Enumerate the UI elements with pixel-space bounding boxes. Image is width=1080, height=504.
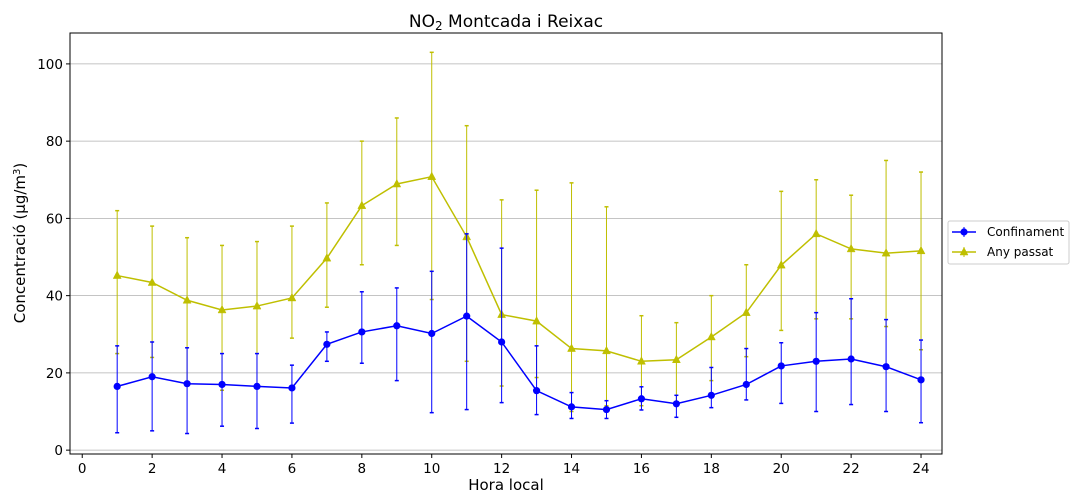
series-layer — [112, 51, 926, 435]
series-any-passat — [112, 51, 926, 413]
data-point — [498, 338, 506, 346]
data-point — [253, 382, 261, 391]
y-tick-label: 0 — [54, 443, 63, 459]
data-point — [147, 277, 157, 286]
x-tick-label: 18 — [703, 461, 720, 477]
data-point — [847, 355, 855, 363]
x-tick-label: 16 — [633, 461, 650, 477]
data-point — [812, 357, 820, 365]
data-point — [532, 316, 541, 325]
y-tick-label: 100 — [37, 57, 63, 73]
data-point — [287, 292, 297, 302]
series-line — [116, 315, 922, 411]
legend-label: Confinament — [987, 225, 1065, 239]
data-point — [218, 380, 226, 389]
data-point — [637, 395, 646, 403]
x-tick-label: 22 — [843, 461, 860, 477]
data-point — [602, 405, 611, 414]
data-point — [532, 387, 541, 395]
x-tick-label: 12 — [493, 461, 510, 477]
y-axis-ticks: 0 20 40 60 80 100 — [37, 57, 70, 459]
data-point — [112, 270, 122, 279]
legend-box — [947, 220, 1070, 265]
data-point — [917, 376, 925, 384]
data-point — [427, 171, 437, 180]
y-tick-label: 40 — [46, 289, 63, 305]
data-point — [252, 301, 262, 310]
chart-title: NO2 Montcada i Reixac — [409, 12, 603, 33]
data-point — [671, 354, 681, 364]
series-line — [117, 175, 922, 363]
y-tick-label: 20 — [46, 366, 63, 382]
x-tick-label: 14 — [563, 461, 580, 477]
data-point — [706, 331, 716, 341]
data-point — [776, 260, 786, 269]
plot-area — [70, 33, 942, 454]
data-point — [567, 403, 576, 411]
y-tick-label: 80 — [46, 134, 63, 150]
x-tick-label: 20 — [773, 461, 790, 477]
data-point — [742, 380, 750, 389]
data-point — [882, 363, 890, 371]
legend-item-any-passat: Any passat — [952, 245, 1054, 259]
x-axis-ticks: 0 2 4 6 8 10 12 14 16 18 20 22 24 — [78, 454, 930, 477]
data-point — [393, 322, 401, 330]
data-point — [881, 248, 891, 257]
legend: Confinament Any passat — [947, 220, 1070, 265]
data-point — [392, 178, 402, 188]
data-point — [357, 200, 367, 209]
data-point — [846, 243, 856, 253]
x-tick-label: 24 — [912, 461, 929, 477]
data-point — [113, 382, 121, 391]
data-point — [148, 373, 156, 381]
data-point — [637, 356, 646, 365]
y-tick-label: 60 — [46, 211, 63, 227]
data-point — [358, 328, 366, 336]
x-axis-label: Hora local — [468, 476, 544, 494]
data-point — [602, 345, 611, 355]
data-point — [428, 329, 436, 338]
data-point — [672, 400, 680, 408]
y-axis-label: Concentració (μg/m3) — [11, 163, 29, 324]
plot-frame — [69, 32, 943, 455]
grid-lines — [70, 63, 942, 451]
series-confinament — [113, 233, 925, 435]
data-point — [322, 253, 332, 262]
data-point — [777, 362, 785, 370]
data-point — [463, 312, 471, 320]
legend-item-confinament: Confinament — [952, 225, 1065, 239]
x-tick-label: 6 — [288, 461, 297, 477]
data-point — [707, 391, 715, 399]
legend-marker — [960, 228, 968, 236]
x-tick-label: 0 — [78, 461, 87, 477]
data-point — [183, 380, 191, 388]
x-tick-label: 10 — [423, 461, 440, 477]
data-point — [288, 384, 296, 392]
data-point — [567, 343, 576, 352]
x-tick-label: 4 — [218, 461, 227, 477]
data-point — [811, 228, 821, 238]
x-tick-label: 2 — [148, 461, 157, 477]
data-point — [182, 295, 192, 304]
data-point — [323, 340, 331, 348]
x-tick-label: 8 — [358, 461, 367, 477]
data-point — [741, 307, 751, 316]
legend-label: Any passat — [987, 245, 1054, 259]
data-point — [916, 245, 926, 255]
data-point — [217, 304, 227, 314]
legend-marker — [959, 246, 969, 256]
